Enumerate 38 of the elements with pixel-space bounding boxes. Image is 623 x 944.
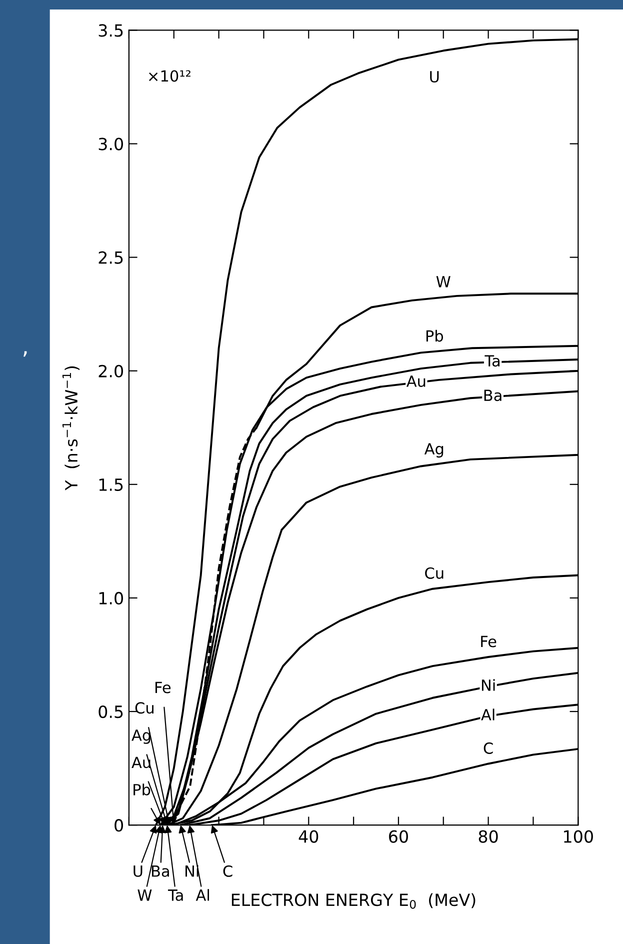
x-axis-title: ELECTRON ENERGY E$_{0}$ (MeV) [232, 893, 476, 909]
series-label: Ba [484, 390, 502, 402]
annotation: ×10¹² [149, 70, 190, 82]
series-label: C [484, 742, 493, 754]
series-label: Pb [426, 330, 444, 342]
x-tick-label: 100 [564, 830, 593, 843]
annotation: Cu [135, 702, 154, 714]
y-tick-label: 2.0 [98, 364, 123, 378]
series-label: Al [481, 708, 494, 720]
annotation: Fe [155, 682, 171, 694]
text: , [24, 351, 27, 357]
series-label: W [436, 276, 450, 288]
series-label: U [430, 71, 439, 82]
annotation: W [138, 890, 152, 901]
x-tick-label: 80 [478, 830, 498, 843]
annotation: Al [196, 889, 209, 901]
series-label: Fe [481, 636, 496, 648]
y-tick-label: 1.0 [99, 592, 123, 605]
y-axis-title: Y (n·s$^{−1}$·kW$^{−1}$) [62, 366, 80, 490]
y-tick-label: 0 [114, 819, 123, 832]
series-label: Ta [484, 355, 500, 367]
series-label: Ag [424, 443, 444, 458]
series-label: Ni [482, 679, 495, 691]
annotation: C [223, 865, 232, 877]
x-tick-label: 40 [298, 830, 318, 843]
annotation: Pb [134, 784, 150, 796]
y-tick-label: 2.5 [98, 251, 123, 264]
series-label: Au [406, 376, 426, 387]
annotation: Ta [168, 890, 183, 901]
x-tick-label: 60 [389, 830, 408, 843]
y-tick-label: 1.5 [99, 478, 123, 491]
series-label: Cu [425, 567, 444, 579]
annotation: Ba [152, 866, 169, 877]
annotation: Ag [132, 730, 150, 744]
y-tick-label: 0.5 [98, 705, 123, 718]
y-tick-label: 3.0 [98, 138, 123, 150]
y-tick-label: 3.5 [98, 24, 123, 37]
annotation: U [134, 866, 142, 877]
